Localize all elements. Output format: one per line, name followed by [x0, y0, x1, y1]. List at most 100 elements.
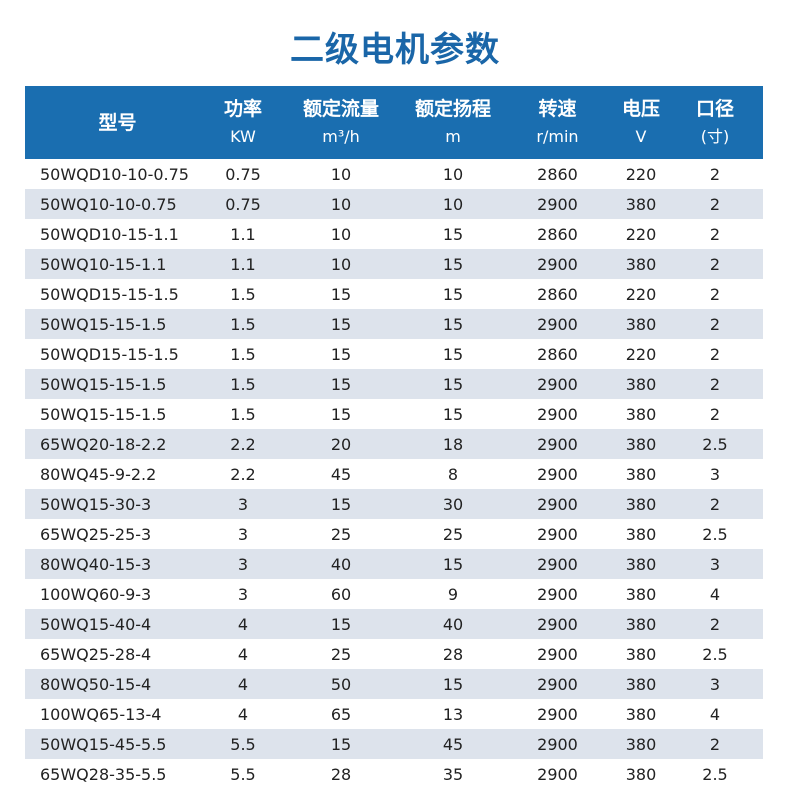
cell-voltage: 380	[625, 314, 657, 334]
cell-head: 15	[442, 314, 464, 334]
cell-model: 65WQ25-28-4	[40, 644, 152, 664]
cell-head: 10	[442, 164, 464, 184]
table-row: 80WQ45-9-2.2 2.2 45 8 2900 380 3	[25, 459, 763, 489]
cell-voltage: 380	[625, 524, 657, 544]
header-unit: m³/h	[322, 126, 360, 146]
cell-caliber: 2	[709, 344, 721, 364]
cell-speed: 2900	[537, 314, 578, 334]
cell-head: 15	[442, 374, 464, 394]
cell-flow: 60	[330, 584, 352, 604]
cell-power: 5.5	[230, 764, 256, 784]
table-row: 50WQ15-30-3 3 15 30 2900 380 2	[25, 489, 763, 519]
cell-caliber: 4	[709, 584, 721, 604]
cell-power: 3	[237, 554, 249, 574]
cell-power: 0.75	[225, 164, 261, 184]
cell-voltage: 380	[625, 584, 657, 604]
cell-power: 3	[237, 494, 249, 514]
cell-speed: 2860	[537, 224, 578, 244]
cell-caliber: 2	[709, 164, 721, 184]
cell-power: 1.5	[230, 404, 256, 424]
cell-flow: 25	[330, 644, 352, 664]
cell-caliber: 2.5	[702, 524, 728, 544]
cell-model: 50WQ10-15-1.1	[40, 254, 167, 274]
cell-speed: 2900	[537, 584, 578, 604]
table-row: 50WQ15-15-1.5 1.5 15 15 2900 380 2	[25, 369, 763, 399]
header-flow: 额定流量 m³/h	[276, 86, 406, 159]
page-title: 二级电机参数	[290, 30, 500, 70]
cell-head: 13	[442, 704, 464, 724]
cell-model: 50WQ15-40-4	[40, 614, 152, 634]
cell-model: 50WQ15-45-5.5	[40, 734, 167, 754]
header-unit: KW	[230, 126, 256, 146]
table-row: 80WQ40-15-3 3 40 15 2900 380 3	[25, 549, 763, 579]
table-row: 50WQ15-15-1.5 1.5 15 15 2900 380 2	[25, 309, 763, 339]
cell-caliber: 2	[709, 314, 721, 334]
table-row: 50WQ15-15-1.5 1.5 15 15 2900 380 2	[25, 399, 763, 429]
header-label: 额定流量	[302, 97, 379, 120]
cell-head: 15	[442, 674, 464, 694]
cell-voltage: 220	[625, 344, 657, 364]
cell-caliber: 2	[709, 614, 721, 634]
header-label: 额定扬程	[414, 97, 491, 120]
cell-voltage: 380	[625, 374, 657, 394]
header-power: 功率 KW	[210, 86, 276, 159]
cell-model: 80WQ40-15-3	[40, 554, 152, 574]
cell-speed: 2860	[537, 284, 578, 304]
header-speed: 转速 r/min	[500, 86, 615, 159]
cell-flow: 15	[330, 344, 352, 364]
cell-caliber: 2.5	[702, 764, 728, 784]
cell-head: 15	[442, 404, 464, 424]
cell-model: 50WQD10-10-0.75	[40, 164, 189, 184]
header-unit: m	[445, 126, 461, 146]
cell-power: 1.1	[230, 224, 256, 244]
cell-speed: 2900	[537, 464, 578, 484]
cell-voltage: 380	[625, 704, 657, 724]
cell-head: 15	[442, 254, 464, 274]
cell-speed: 2900	[537, 404, 578, 424]
cell-voltage: 380	[625, 734, 657, 754]
cell-voltage: 380	[625, 464, 657, 484]
cell-power: 1.5	[230, 344, 256, 364]
header-unit: (寸)	[700, 126, 730, 146]
cell-speed: 2860	[537, 344, 578, 364]
cell-caliber: 2.5	[702, 434, 728, 454]
table-row: 65WQ25-25-3 3 25 25 2900 380 2.5	[25, 519, 763, 549]
cell-model: 50WQ15-30-3	[40, 494, 152, 514]
header-caliber: 口径 (寸)	[667, 86, 763, 159]
cell-model: 65WQ25-25-3	[40, 524, 152, 544]
cell-model: 50WQ15-15-1.5	[40, 374, 167, 394]
cell-power: 3	[237, 584, 249, 604]
cell-model: 100WQ65-13-4	[40, 704, 162, 724]
cell-flow: 45	[330, 464, 352, 484]
cell-speed: 2900	[537, 494, 578, 514]
cell-flow: 10	[330, 164, 352, 184]
cell-head: 15	[442, 344, 464, 364]
cell-speed: 2900	[537, 764, 578, 784]
cell-power: 4	[237, 614, 249, 634]
header-label: 功率	[223, 97, 262, 120]
cell-flow: 10	[330, 254, 352, 274]
cell-speed: 2900	[537, 434, 578, 454]
cell-head: 25	[442, 524, 464, 544]
cell-power: 1.1	[230, 254, 256, 274]
cell-speed: 2900	[537, 674, 578, 694]
cell-caliber: 4	[709, 704, 721, 724]
cell-model: 50WQD10-15-1.1	[40, 224, 179, 244]
cell-model: 80WQ50-15-4	[40, 674, 152, 694]
cell-caliber: 2.5	[702, 644, 728, 664]
cell-power: 1.5	[230, 284, 256, 304]
table-row: 50WQD15-15-1.5 1.5 15 15 2860 220 2	[25, 279, 763, 309]
cell-caliber: 2	[709, 374, 721, 394]
cell-speed: 2860	[537, 164, 578, 184]
cell-voltage: 380	[625, 194, 657, 214]
cell-speed: 2900	[537, 554, 578, 574]
table-row: 50WQD10-10-0.75 0.75 10 10 2860 220 2	[25, 159, 763, 189]
table-row: 80WQ50-15-4 4 50 15 2900 380 3	[25, 669, 763, 699]
cell-flow: 50	[330, 674, 352, 694]
cell-model: 80WQ45-9-2.2	[40, 464, 157, 484]
cell-head: 35	[442, 764, 464, 784]
cell-caliber: 2	[709, 254, 721, 274]
table-body: 50WQD10-10-0.75 0.75 10 10 2860 220 2 50WQ10-10…	[25, 159, 763, 789]
cell-voltage: 380	[625, 644, 657, 664]
cell-flow: 15	[330, 314, 352, 334]
